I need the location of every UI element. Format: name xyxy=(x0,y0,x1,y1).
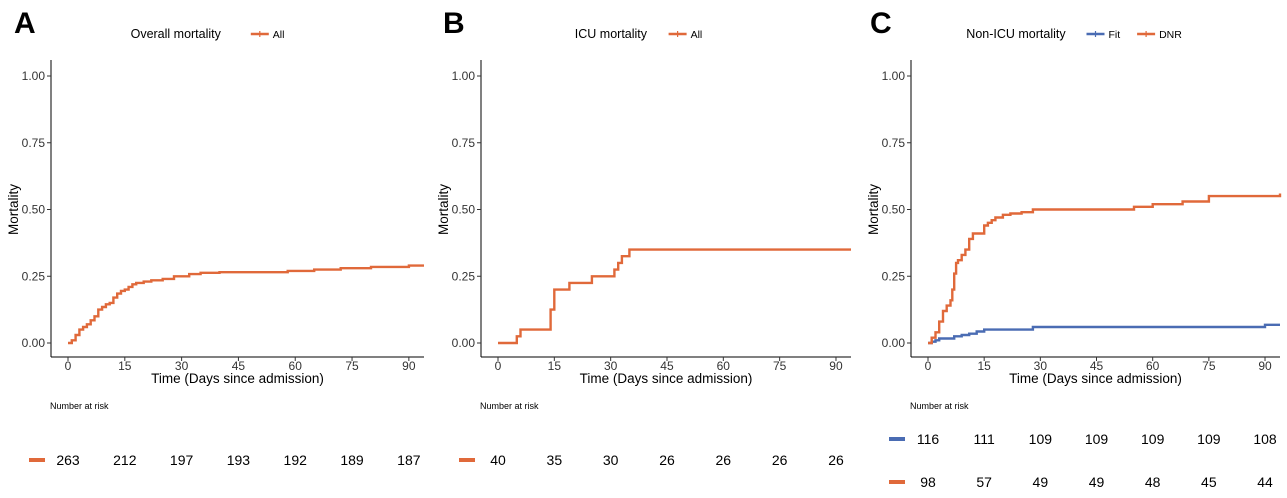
legend-label-all: All xyxy=(691,29,703,41)
y-axis-title: Mortality xyxy=(866,184,881,235)
risk-value: 197 xyxy=(170,452,194,468)
y-axis-title: Mortality xyxy=(6,184,21,235)
risk-table-title: Number at risk xyxy=(50,401,109,411)
y-axis-title: Mortality xyxy=(436,184,451,235)
series-line-dnr xyxy=(928,193,1282,345)
legend: Overall mortality All xyxy=(131,27,285,41)
x-tick-label: 30 xyxy=(1034,359,1048,373)
x-tick-label: 90 xyxy=(402,359,416,373)
x-tick-label: 60 xyxy=(717,359,731,373)
legend-title: Non-ICU mortality xyxy=(966,27,1066,41)
risk-value: 26 xyxy=(772,452,788,468)
risk-value: 109 xyxy=(1197,431,1221,447)
y-tick-label: 0.75 xyxy=(22,136,46,150)
risk-value: 116 xyxy=(917,431,940,447)
risk-value: 26 xyxy=(828,452,844,468)
x-tick-label: 90 xyxy=(829,359,843,373)
x-axis-title: Time (Days since admission) xyxy=(580,371,753,386)
panel-letter: B xyxy=(443,7,465,40)
x-tick-label: 0 xyxy=(65,359,72,373)
risk-value: 98 xyxy=(920,474,936,490)
panel-c: C Non-ICU mortality Fit DNR 0.00 0.25 0.50 0.75… xyxy=(866,7,1282,490)
y-tick-label: 0.00 xyxy=(452,336,476,350)
legend-label-dnr: DNR xyxy=(1159,29,1182,41)
x-tick-label: 75 xyxy=(1202,359,1216,373)
x-tick-label: 45 xyxy=(660,359,674,373)
y-tick-label: 0.50 xyxy=(22,203,46,217)
y-tick-label: 0.25 xyxy=(452,269,476,283)
x-tick-label: 15 xyxy=(977,359,991,373)
risk-value: 44 xyxy=(1257,474,1273,490)
legend: ICU mortality All xyxy=(575,27,702,41)
risk-value: 193 xyxy=(227,452,251,468)
risk-value: 48 xyxy=(1145,474,1161,490)
y-tick-label: 0.00 xyxy=(882,336,906,350)
panel-b: B ICU mortality All 0.00 0.25 0.50 0.75 1.00 0 15… xyxy=(436,7,851,468)
y-tick-label: 1.00 xyxy=(882,69,906,83)
risk-table-title: Number at risk xyxy=(910,401,969,411)
risk-value: 189 xyxy=(340,452,364,468)
x-tick-label: 60 xyxy=(1146,359,1160,373)
risk-value: 111 xyxy=(974,431,995,447)
x-tick-label: 0 xyxy=(925,359,932,373)
x-tick-label: 15 xyxy=(118,359,132,373)
x-tick-label: 0 xyxy=(495,359,502,373)
x-tick-label: 90 xyxy=(1258,359,1272,373)
legend-title: ICU mortality xyxy=(575,27,648,41)
y-tick-label: 0.75 xyxy=(452,136,476,150)
y-tick-label: 0.50 xyxy=(452,203,476,217)
panel-letter: C xyxy=(870,7,892,40)
risk-value: 212 xyxy=(113,452,137,468)
risk-value: 108 xyxy=(1253,431,1277,447)
y-tick-label: 1.00 xyxy=(22,69,46,83)
series-line-all xyxy=(498,248,851,345)
risk-value: 192 xyxy=(284,452,308,468)
y-tick-label: 0.00 xyxy=(22,336,46,350)
x-axis-title: Time (Days since admission) xyxy=(151,371,324,386)
x-axis-title: Time (Days since admission) xyxy=(1009,371,1182,386)
panel-a: A Overall mortality All 0.00 0.25 0.50 0.75 1.0… xyxy=(6,7,424,468)
risk-value: 35 xyxy=(547,452,563,468)
panel-letter: A xyxy=(14,7,36,40)
legend-label-fit: Fit xyxy=(1109,29,1121,41)
series-line-all xyxy=(68,264,424,345)
y-tick-label: 1.00 xyxy=(452,69,476,83)
x-tick-label: 60 xyxy=(289,359,303,373)
x-tick-label: 75 xyxy=(773,359,787,373)
risk-value: 26 xyxy=(659,452,675,468)
legend-title: Overall mortality xyxy=(131,27,222,41)
risk-value: 45 xyxy=(1201,474,1217,490)
risk-value: 187 xyxy=(397,452,421,468)
risk-value: 49 xyxy=(1089,474,1105,490)
x-tick-label: 30 xyxy=(175,359,189,373)
risk-value: 40 xyxy=(490,452,506,468)
x-tick-label: 45 xyxy=(232,359,246,373)
risk-value: 57 xyxy=(976,474,992,490)
risk-value: 109 xyxy=(1029,431,1053,447)
risk-table-title: Number at risk xyxy=(480,401,539,411)
risk-value: 109 xyxy=(1085,431,1109,447)
series-line-fit xyxy=(928,323,1280,345)
x-tick-label: 45 xyxy=(1090,359,1104,373)
y-tick-label: 0.75 xyxy=(882,136,906,150)
risk-value: 30 xyxy=(603,452,619,468)
risk-value: 49 xyxy=(1033,474,1049,490)
y-tick-label: 0.25 xyxy=(882,269,906,283)
risk-value: 109 xyxy=(1141,431,1165,447)
y-tick-label: 0.25 xyxy=(22,269,46,283)
risk-value: 263 xyxy=(56,452,80,468)
x-tick-label: 30 xyxy=(604,359,618,373)
y-tick-label: 0.50 xyxy=(882,203,906,217)
legend: Non-ICU mortality Fit DNR xyxy=(966,27,1182,41)
x-tick-label: 75 xyxy=(345,359,359,373)
risk-value: 26 xyxy=(716,452,732,468)
x-tick-label: 15 xyxy=(548,359,562,373)
legend-label-all: All xyxy=(273,29,285,41)
